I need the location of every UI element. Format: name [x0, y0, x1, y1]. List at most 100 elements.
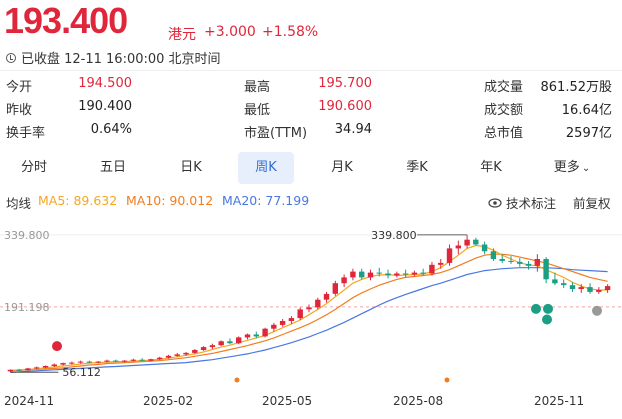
- tab-month-k[interactable]: 月K: [331, 160, 353, 175]
- tab-season-k[interactable]: 季K: [406, 160, 428, 175]
- candle-body: [218, 341, 224, 346]
- x-tick-label: 2025-05: [262, 394, 313, 408]
- date-event-dot: [444, 377, 450, 383]
- x-tick-label: 2025-11: [534, 394, 585, 408]
- stat-label: 最低: [244, 103, 271, 118]
- stat-value: 190.600: [318, 99, 372, 114]
- candle-body: [455, 245, 461, 249]
- candle-body: [394, 273, 400, 276]
- tab-five-day[interactable]: 五日: [99, 160, 126, 175]
- tab-more[interactable]: 更多 ⌄: [540, 152, 604, 184]
- candle-body: [34, 367, 40, 369]
- stat-value: 2597亿: [565, 126, 612, 141]
- event-marker: [52, 341, 62, 352]
- stat-label: 换手率: [6, 126, 46, 141]
- tab-day-k[interactable]: 日K: [180, 160, 202, 175]
- candle-body: [253, 334, 259, 337]
- candle-body: [77, 361, 84, 363]
- candle-body: [561, 283, 567, 286]
- candle-body: [16, 369, 22, 371]
- candle-body: [157, 357, 163, 360]
- x-tick-label: 2025-08: [393, 394, 444, 408]
- stats-grid: 今开 194.500 最高 195.700 成交量 861.52万股 昨收 19…: [0, 74, 622, 144]
- candle-body: [604, 286, 611, 290]
- candle-body: [236, 337, 242, 344]
- candle-body: [543, 259, 549, 280]
- candle-body: [350, 271, 356, 278]
- candle-body: [525, 263, 532, 266]
- candle-body: [323, 293, 330, 300]
- candle-body: [367, 272, 374, 278]
- candle-body: [60, 363, 66, 365]
- candle-body: [517, 261, 523, 264]
- ma-label: 均线: [6, 196, 32, 211]
- stat-label: 昨收: [6, 103, 33, 118]
- currency-label: 港元: [168, 27, 196, 43]
- price-change-pct: +1.58%: [262, 24, 319, 40]
- candle-body: [429, 264, 435, 274]
- x-tick-label: 2024-11: [4, 394, 55, 408]
- candle-body: [297, 309, 303, 319]
- candle-body: [69, 362, 75, 364]
- candle-body: [499, 259, 505, 261]
- event-marker: [543, 303, 553, 314]
- candle-body: [262, 328, 268, 337]
- market-status-text: 已收盘 12-11 16:00:00 北京时间: [21, 52, 221, 67]
- adjust-select[interactable]: 前复权: [573, 196, 611, 211]
- x-tick-label: 2025-02: [143, 394, 194, 408]
- candle-body: [279, 321, 286, 325]
- stat-value: 34.94: [334, 122, 372, 137]
- candle-body: [464, 239, 470, 246]
- tab-year-k[interactable]: 年K: [480, 160, 502, 175]
- candle-body: [95, 361, 101, 363]
- candle-body: [200, 347, 207, 350]
- candle-body: [192, 350, 198, 353]
- candle-body: [7, 369, 14, 372]
- candle-body: [315, 299, 321, 308]
- stat-label: 今开: [6, 80, 33, 95]
- tech-annotation-label: 技术标注: [506, 196, 557, 211]
- candle-body: [569, 285, 576, 290]
- tech-annotation-toggle[interactable]: 技术标注: [488, 193, 556, 212]
- stat-label: 最高: [244, 80, 271, 95]
- divider: [0, 70, 622, 71]
- y-tick-label: 339.800: [4, 229, 50, 242]
- candle-body: [139, 359, 145, 361]
- candle-body: [402, 273, 409, 275]
- stat-value: 194.500: [78, 76, 132, 91]
- candle-body: [174, 354, 180, 356]
- event-marker: [531, 303, 541, 314]
- candle-body: [508, 261, 514, 262]
- candle-body: [332, 283, 338, 294]
- candle-body: [86, 361, 93, 363]
- candle-body: [51, 364, 57, 366]
- stat-label: 总市值: [484, 126, 524, 141]
- candle-body: [411, 272, 418, 275]
- date-event-dot: [234, 377, 240, 383]
- ma20-value: MA20: 77.199: [222, 193, 310, 208]
- candle-body: [587, 287, 593, 292]
- stat-value: 16.64亿: [561, 103, 612, 118]
- candle-body: [473, 239, 479, 245]
- price-change: +3.000: [204, 24, 256, 40]
- tab-week-k[interactable]: 周K: [238, 152, 294, 184]
- stat-value: 195.700: [318, 76, 372, 91]
- stat-label: 成交额: [484, 103, 524, 118]
- tab-minute[interactable]: 分时: [20, 160, 47, 175]
- ma20-line: [10, 267, 608, 373]
- candle-body: [244, 334, 251, 338]
- min-value-label: 56.112: [62, 366, 101, 379]
- candle-body: [209, 345, 216, 348]
- candle-body: [130, 359, 136, 361]
- max-value-label: 339.800: [371, 229, 417, 242]
- candle-body: [596, 290, 602, 292]
- candle-body: [306, 307, 312, 310]
- period-tabs: 分时 五日 日K 周K 月K 季K 年K 更多 ⌄: [0, 152, 622, 186]
- candle-body: [121, 360, 128, 362]
- candle-body: [104, 360, 110, 362]
- chevron-down-icon: ⌄: [581, 163, 591, 174]
- ma5-value: MA5: 89.632: [38, 193, 118, 208]
- ma10-line: [10, 253, 608, 372]
- candlestick-chart[interactable]: 339.800 191.198 339.800 56.112: [0, 212, 622, 394]
- candle-body: [438, 262, 444, 265]
